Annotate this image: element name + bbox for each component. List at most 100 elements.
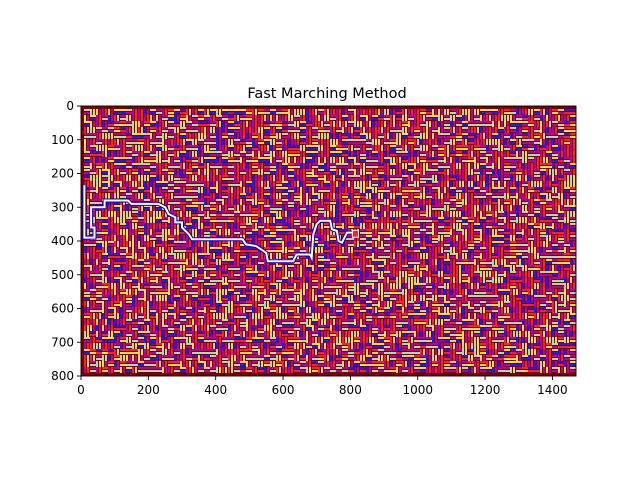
- heatmap-cell: [336, 229, 342, 231]
- heatmap-cell: [120, 133, 126, 135]
- heatmap-cell: [246, 280, 252, 282]
- heatmap-cell: [318, 244, 324, 246]
- heatmap-cell: [270, 175, 272, 181]
- heatmap-cell: [96, 211, 98, 217]
- heatmap-cell: [156, 232, 162, 234]
- heatmap-cell: [477, 181, 479, 187]
- heatmap-cell: [162, 118, 168, 120]
- heatmap-cell: [543, 133, 545, 139]
- heatmap-cell: [453, 157, 455, 163]
- heatmap-cell: [195, 277, 197, 283]
- heatmap-cell: [126, 253, 132, 255]
- heatmap-cell: [534, 229, 536, 235]
- heatmap-cell: [198, 175, 200, 181]
- heatmap-cell: [330, 121, 332, 127]
- heatmap-cell: [123, 241, 125, 247]
- heatmap-cell: [402, 115, 404, 121]
- heatmap-cell: [288, 187, 294, 189]
- heatmap-cell: [381, 127, 383, 133]
- heatmap-cell: [378, 223, 380, 229]
- heatmap-cell: [324, 241, 326, 247]
- heatmap-cell: [519, 181, 521, 187]
- heatmap-cell: [528, 109, 530, 115]
- heatmap-cell: [474, 157, 476, 163]
- heatmap-cell: [132, 289, 134, 295]
- heatmap-cell: [159, 175, 161, 181]
- heatmap-cell: [450, 187, 456, 189]
- heatmap-cell: [444, 127, 450, 129]
- heatmap-cell: [468, 199, 470, 205]
- heatmap-cell: [573, 259, 575, 265]
- heatmap-cell: [552, 220, 558, 222]
- heatmap-cell: [186, 253, 188, 259]
- heatmap-cell: [435, 193, 437, 199]
- heatmap-cell: [570, 208, 576, 210]
- heatmap-cell: [243, 187, 245, 193]
- heatmap-cell: [210, 217, 216, 219]
- heatmap-cell: [84, 181, 86, 187]
- heatmap-cell: [324, 202, 330, 204]
- heatmap-cell: [180, 112, 186, 114]
- heatmap-cell: [393, 109, 395, 115]
- heatmap-cell: [96, 127, 102, 129]
- heatmap-cell: [348, 121, 354, 123]
- heatmap-cell: [378, 109, 380, 115]
- heatmap-cell: [144, 199, 150, 201]
- heatmap-cell: [216, 229, 218, 235]
- heatmap-cell: [447, 265, 449, 271]
- heatmap-cell: [309, 259, 311, 265]
- heatmap-cell: [186, 277, 192, 279]
- heatmap-cell: [336, 163, 342, 165]
- heatmap-cell: [258, 205, 260, 211]
- heatmap-cell: [258, 151, 260, 157]
- heatmap-cell: [186, 163, 188, 169]
- heatmap-cell: [495, 169, 497, 175]
- heatmap-cell: [384, 244, 390, 246]
- heatmap-cell: [453, 271, 455, 277]
- heatmap-cell: [246, 211, 252, 213]
- heatmap-cell: [333, 109, 335, 115]
- heatmap-cell: [540, 145, 546, 147]
- heatmap-cell: [390, 121, 392, 127]
- heatmap-cell: [195, 223, 197, 229]
- heatmap-cell: [153, 205, 155, 211]
- heatmap-cell: [456, 208, 462, 210]
- heatmap-cell: [306, 148, 312, 150]
- heatmap-cell: [315, 247, 317, 253]
- heatmap-cell: [432, 160, 438, 162]
- heatmap-cell: [429, 259, 431, 265]
- heatmap-cell: [480, 190, 486, 192]
- heatmap-cell: [174, 235, 176, 241]
- heatmap-cell: [171, 277, 173, 283]
- heatmap-cell: [498, 199, 500, 205]
- heatmap-cell: [204, 115, 210, 117]
- heatmap-cell: [123, 283, 125, 289]
- heatmap-cell: [387, 133, 389, 139]
- heatmap-cell: [474, 196, 480, 198]
- heatmap-cell: [96, 202, 102, 204]
- heatmap-cell: [312, 223, 314, 229]
- heatmap-cell: [438, 172, 444, 174]
- heatmap-cell: [348, 271, 354, 273]
- heatmap-cell: [402, 235, 408, 237]
- heatmap-cell: [345, 205, 347, 211]
- heatmap-cell: [105, 235, 107, 241]
- heatmap-cell: [354, 190, 360, 192]
- heatmap-cell: [414, 157, 416, 163]
- heatmap-cell: [294, 139, 296, 145]
- heatmap-cell: [438, 286, 444, 288]
- heatmap-cell: [534, 187, 540, 189]
- heatmap-cell: [441, 211, 443, 217]
- heatmap-cell: [249, 259, 251, 265]
- heatmap-cell: [132, 175, 134, 181]
- heatmap-cell: [360, 235, 366, 237]
- heatmap-cell: [558, 214, 564, 216]
- heatmap-cell: [324, 115, 326, 121]
- heatmap-cell: [570, 151, 572, 157]
- heatmap-cell: [318, 130, 324, 132]
- heatmap-cell: [372, 121, 374, 127]
- heatmap-cell: [456, 154, 462, 156]
- heatmap-cell: [198, 229, 200, 235]
- heatmap-cell: [468, 109, 470, 115]
- heatmap-cell: [459, 265, 461, 271]
